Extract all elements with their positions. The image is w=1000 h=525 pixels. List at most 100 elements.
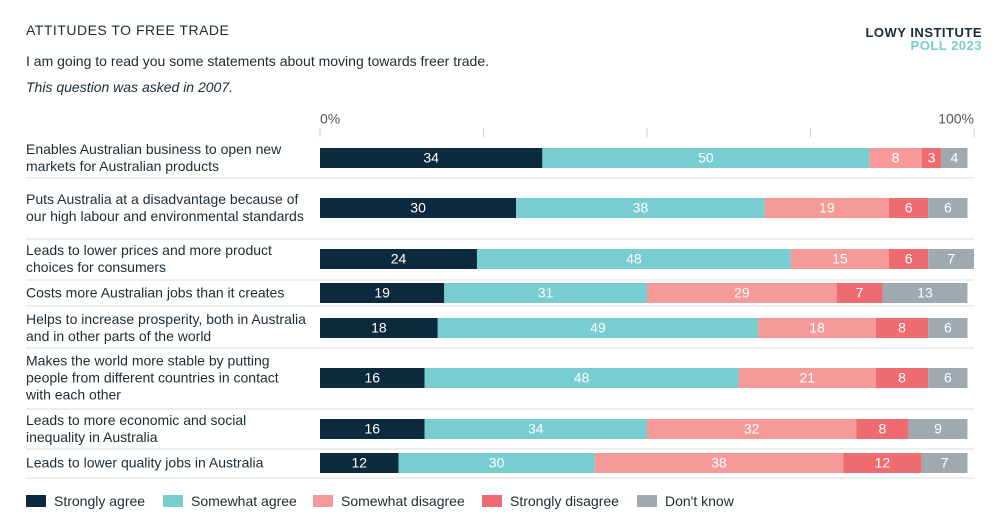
data-label: 19	[374, 285, 390, 301]
data-label: 19	[819, 200, 835, 216]
x-tick-label: 100%	[938, 111, 974, 127]
data-label: 34	[423, 150, 439, 166]
legend-item: Strongly disagree	[482, 493, 619, 509]
data-label: 3	[928, 150, 936, 166]
bar-segment	[928, 318, 968, 338]
legend-swatch	[313, 495, 333, 507]
data-label: 21	[799, 370, 815, 386]
bar-segment	[738, 368, 876, 388]
bar-segment	[875, 318, 929, 338]
legend-label: Strongly disagree	[510, 493, 619, 509]
data-label: 8	[892, 150, 900, 166]
category-label: Leads to more economic and social inequa…	[26, 412, 247, 445]
x-tick-label: 0%	[320, 111, 340, 127]
bar-segment	[647, 419, 857, 439]
bar-segment	[476, 249, 791, 269]
data-label: 8	[898, 320, 906, 336]
data-label: 48	[626, 251, 642, 267]
legend-swatch	[26, 495, 46, 507]
subtitle: I am going to read you some statements a…	[26, 53, 490, 69]
legend-item: Somewhat disagree	[313, 493, 465, 509]
legend-label: Strongly agree	[54, 493, 146, 509]
bar-segment	[928, 198, 968, 218]
data-label: 30	[410, 200, 426, 216]
source: LOWY INSTITUTE	[865, 25, 982, 40]
legend-item: Strongly agree	[26, 493, 145, 509]
category-label: Makes the world more stable by putting p…	[26, 352, 279, 403]
data-label: 29	[734, 285, 750, 301]
bar-segment	[320, 148, 543, 168]
data-label: 24	[391, 251, 407, 267]
bar-segment	[444, 283, 647, 303]
bar-segment	[875, 368, 929, 388]
bar-segment	[941, 148, 968, 168]
data-label: 12	[875, 455, 891, 471]
bar-segment	[836, 283, 883, 303]
data-label: 48	[574, 370, 590, 386]
bar-segment	[882, 283, 968, 303]
bar-segment	[856, 419, 909, 439]
bar-segment	[869, 148, 922, 168]
data-label: 16	[365, 370, 381, 386]
bar-segment	[516, 198, 765, 218]
bar-segment	[790, 249, 889, 269]
data-label: 38	[633, 200, 649, 216]
data-label: 34	[528, 421, 544, 437]
legend-item: Somewhat agree	[163, 493, 297, 509]
source-sub: POLL 2023	[910, 38, 982, 53]
chart-title: ATTITUDES TO FREE TRADE	[26, 22, 230, 38]
bar-segment	[320, 318, 438, 338]
data-label: 38	[711, 455, 727, 471]
bar-segment	[843, 453, 922, 473]
data-label: 30	[489, 455, 505, 471]
data-label: 6	[944, 370, 952, 386]
data-label: 8	[898, 370, 906, 386]
category-label: Enables Australian business to open new …	[26, 141, 282, 174]
data-label: 49	[590, 320, 606, 336]
legend-label: Somewhat agree	[191, 493, 297, 509]
data-label: 31	[538, 285, 554, 301]
bar-segment	[921, 453, 968, 473]
category-label: Leads to lower quality jobs in Australia	[26, 454, 264, 471]
bar-segment	[424, 368, 739, 388]
bar-segment	[320, 283, 445, 303]
data-label: 6	[944, 200, 952, 216]
legend-item: Don't know	[637, 493, 734, 509]
data-label: 32	[744, 421, 760, 437]
data-label: 50	[698, 150, 714, 166]
data-label: 7	[856, 285, 864, 301]
bar-segment	[647, 283, 837, 303]
bar-segment	[928, 249, 974, 269]
bar-segment	[398, 453, 595, 473]
category-label: Costs more Australian jobs than it creat…	[26, 284, 285, 301]
data-label: 12	[351, 455, 367, 471]
bar-segment	[320, 453, 399, 473]
bar-segment	[908, 419, 968, 439]
data-label: 8	[879, 421, 887, 437]
data-label: 7	[941, 455, 949, 471]
legend-label: Somewhat disagree	[341, 493, 465, 509]
data-label: 18	[809, 320, 825, 336]
legend-swatch	[482, 495, 502, 507]
data-label: 13	[917, 285, 933, 301]
data-label: 6	[905, 251, 913, 267]
legend-swatch	[163, 495, 183, 507]
note: This question was asked in 2007.	[26, 79, 234, 95]
data-label: 18	[371, 320, 387, 336]
bar-segment	[320, 249, 477, 269]
bar-segment	[424, 419, 647, 439]
category-label: Leads to lower prices and more product c…	[26, 242, 272, 275]
bar-segment	[888, 198, 929, 218]
data-label: 7	[947, 251, 955, 267]
data-label: 6	[905, 200, 913, 216]
category-label: Helps to increase prosperity, both in Au…	[26, 311, 306, 344]
bar-segment	[594, 453, 844, 473]
bar-segment	[542, 148, 870, 168]
bar-segment	[437, 318, 759, 338]
data-label: 6	[944, 320, 952, 336]
legend-swatch	[637, 495, 657, 507]
data-label: 9	[934, 421, 942, 437]
bar-segment	[320, 419, 425, 439]
